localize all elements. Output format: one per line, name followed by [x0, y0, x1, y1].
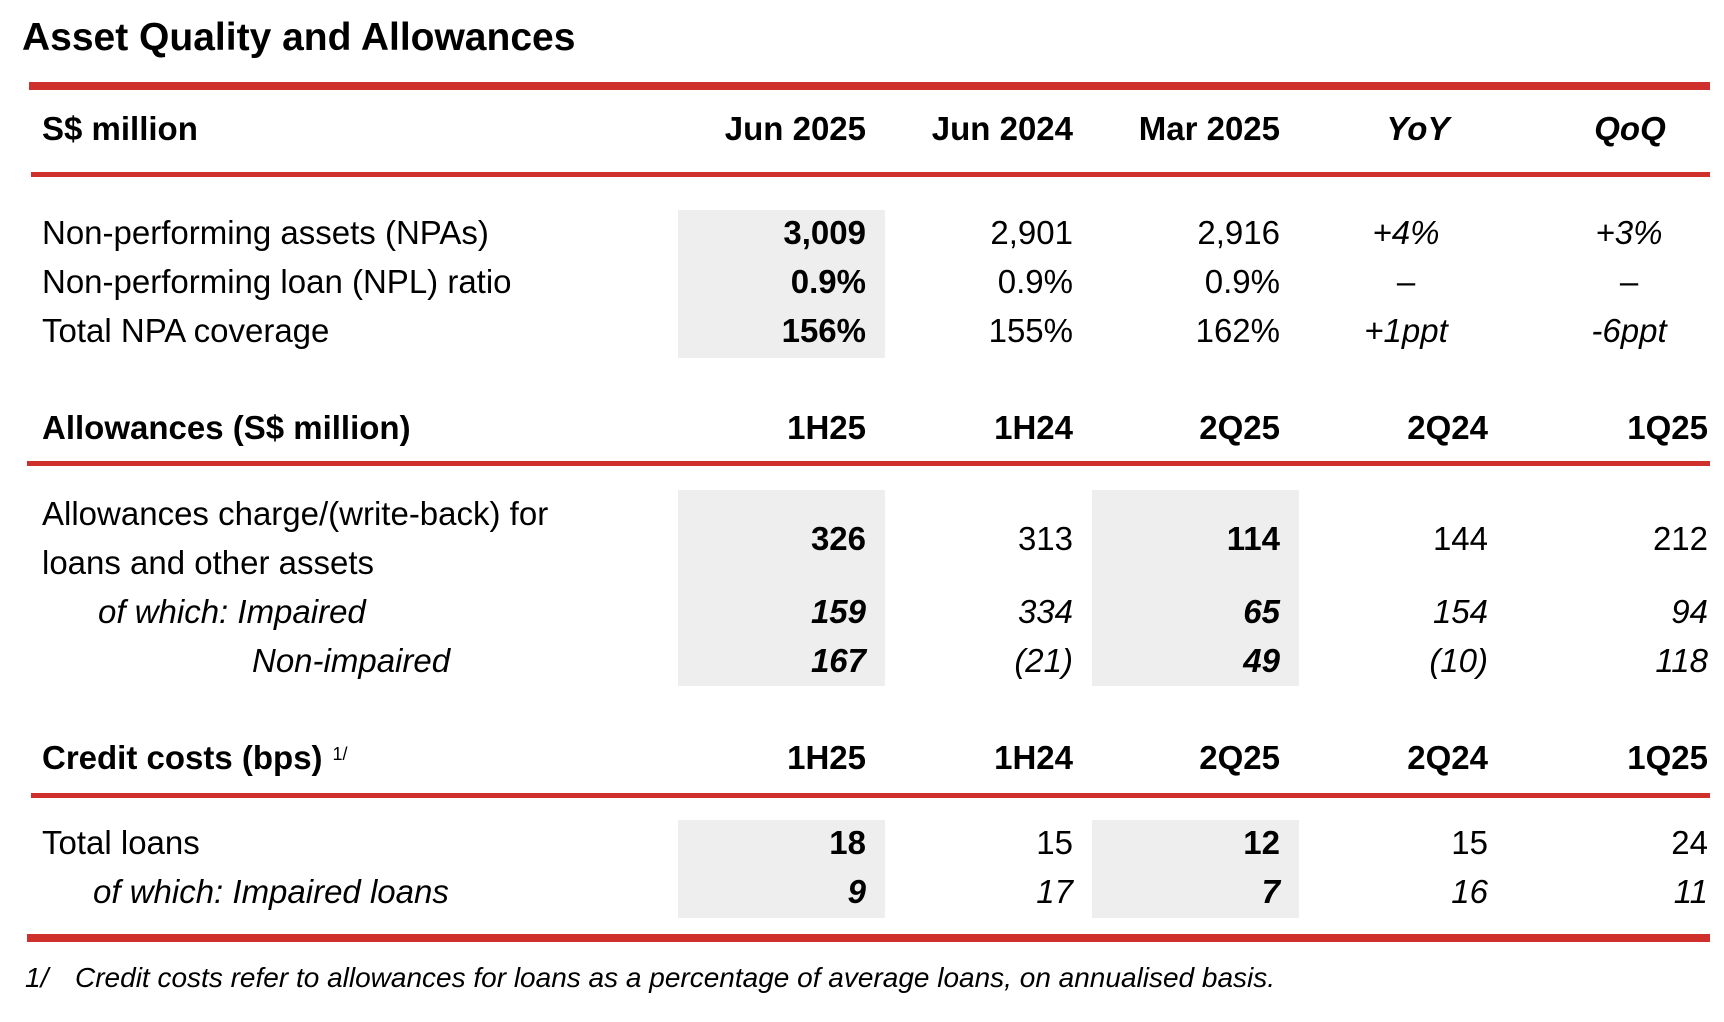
table-cell: 162%	[1195, 312, 1280, 349]
table-cell: 155%	[988, 312, 1073, 349]
column-header: 1Q25	[1627, 409, 1708, 446]
footnote: 1/Credit costs refer to allowances for l…	[25, 958, 1275, 998]
table-cell: 3,009	[783, 214, 866, 251]
table-cell: 0.9%	[997, 263, 1073, 300]
bottom-rule	[27, 934, 1710, 942]
column-header: 1H25	[787, 409, 866, 446]
column-header: YoY	[1386, 110, 1450, 147]
table-cell: 212	[1652, 520, 1708, 557]
table-cell: +1ppt	[1364, 312, 1448, 349]
table-cell: 12	[1243, 824, 1280, 861]
column-header: 2Q25	[1199, 409, 1280, 446]
table-cell: (21)	[1014, 642, 1073, 679]
credit-2q25-column-shade	[1092, 820, 1299, 918]
top-rule	[29, 82, 1710, 90]
footnote-number: 1/	[25, 962, 49, 993]
table-cell: 159	[810, 593, 866, 630]
column-header: 2Q24	[1407, 739, 1488, 776]
column-header: 2Q24	[1407, 409, 1488, 446]
table-cell: 2,916	[1197, 214, 1280, 251]
table-cell: +3%	[1595, 214, 1663, 251]
row-label: Allowances charge/(write-back) for	[42, 495, 549, 532]
table-cell: (10)	[1429, 642, 1488, 679]
column-header: Jun 2024	[931, 110, 1073, 147]
row-label: Total NPA coverage	[42, 312, 330, 349]
table-cell: 114	[1226, 520, 1280, 557]
column-header: 1H24	[994, 739, 1073, 776]
table-cell: 16	[1451, 873, 1488, 910]
credit-1h25-column-shade	[678, 820, 885, 918]
table-cell: 156%	[781, 312, 866, 349]
credit-costs-header-rule	[31, 793, 1710, 798]
table-cell: 326	[810, 520, 866, 557]
footnote-reference: 1/	[332, 744, 348, 764]
table-cell: 17	[1036, 873, 1073, 910]
table-cell: 7	[1261, 873, 1280, 910]
table-cell: +4%	[1372, 214, 1440, 251]
row-label: Non-performing loan (NPL) ratio	[42, 263, 512, 300]
table-cell: 49	[1243, 642, 1280, 679]
column-header: Jun 2025	[724, 110, 866, 147]
table-cell: 9	[847, 873, 866, 910]
npa-current-column-shade	[678, 210, 885, 358]
table-cell: 65	[1243, 593, 1280, 630]
credit-costs-header-label: Credit costs (bps) 1/	[42, 738, 348, 778]
npa-header-label: S$ million	[42, 110, 198, 147]
row-label: of which: Impaired loans	[93, 873, 449, 910]
table-cell: 2,901	[990, 214, 1073, 251]
table-cell: 167	[810, 642, 866, 679]
column-header: 1H24	[994, 409, 1073, 446]
row-label: Non-impaired	[252, 642, 451, 679]
row-label: Non-performing assets (NPAs)	[42, 214, 489, 251]
allowances-header-label: Allowances (S$ million)	[42, 409, 411, 446]
table-cell: 94	[1671, 593, 1708, 630]
table-cell: 11	[1673, 873, 1708, 910]
allowances-1h25-column-shade	[678, 490, 885, 686]
column-header: QoQ	[1594, 110, 1666, 147]
table-cell: 15	[1451, 824, 1488, 861]
table-cell: 24	[1671, 824, 1708, 861]
table-cell: 0.9%	[790, 263, 866, 300]
row-label: loans and other assets	[42, 544, 375, 581]
column-header: 2Q25	[1199, 739, 1280, 776]
row-label: of which: Impaired	[98, 593, 366, 630]
column-header: 1Q25	[1627, 739, 1708, 776]
table-cell: –	[1619, 263, 1639, 300]
allowances-header-rule	[27, 461, 1710, 466]
row-label: Total loans	[42, 824, 200, 861]
table-cell: 313	[1017, 520, 1073, 557]
credit-costs-header-text: Credit costs (bps)	[42, 739, 323, 776]
table-cell: 154	[1432, 593, 1488, 630]
table-cell: 18	[829, 824, 866, 861]
allowances-2q25-column-shade	[1092, 490, 1299, 686]
table-cell: 334	[1017, 593, 1073, 630]
column-header: Mar 2025	[1138, 110, 1280, 147]
column-header: 1H25	[787, 739, 866, 776]
table-cell: 118	[1655, 642, 1708, 679]
table-cell: 144	[1432, 520, 1488, 557]
table-cell: –	[1396, 263, 1416, 300]
table-cell: 0.9%	[1204, 263, 1280, 300]
page-title: Asset Quality and Allowances	[22, 16, 576, 59]
table-cell: 15	[1036, 824, 1073, 861]
table-cell: -6ppt	[1591, 312, 1667, 349]
footnote-text: Credit costs refer to allowances for loa…	[75, 962, 1276, 993]
npa-header-rule	[31, 172, 1710, 177]
